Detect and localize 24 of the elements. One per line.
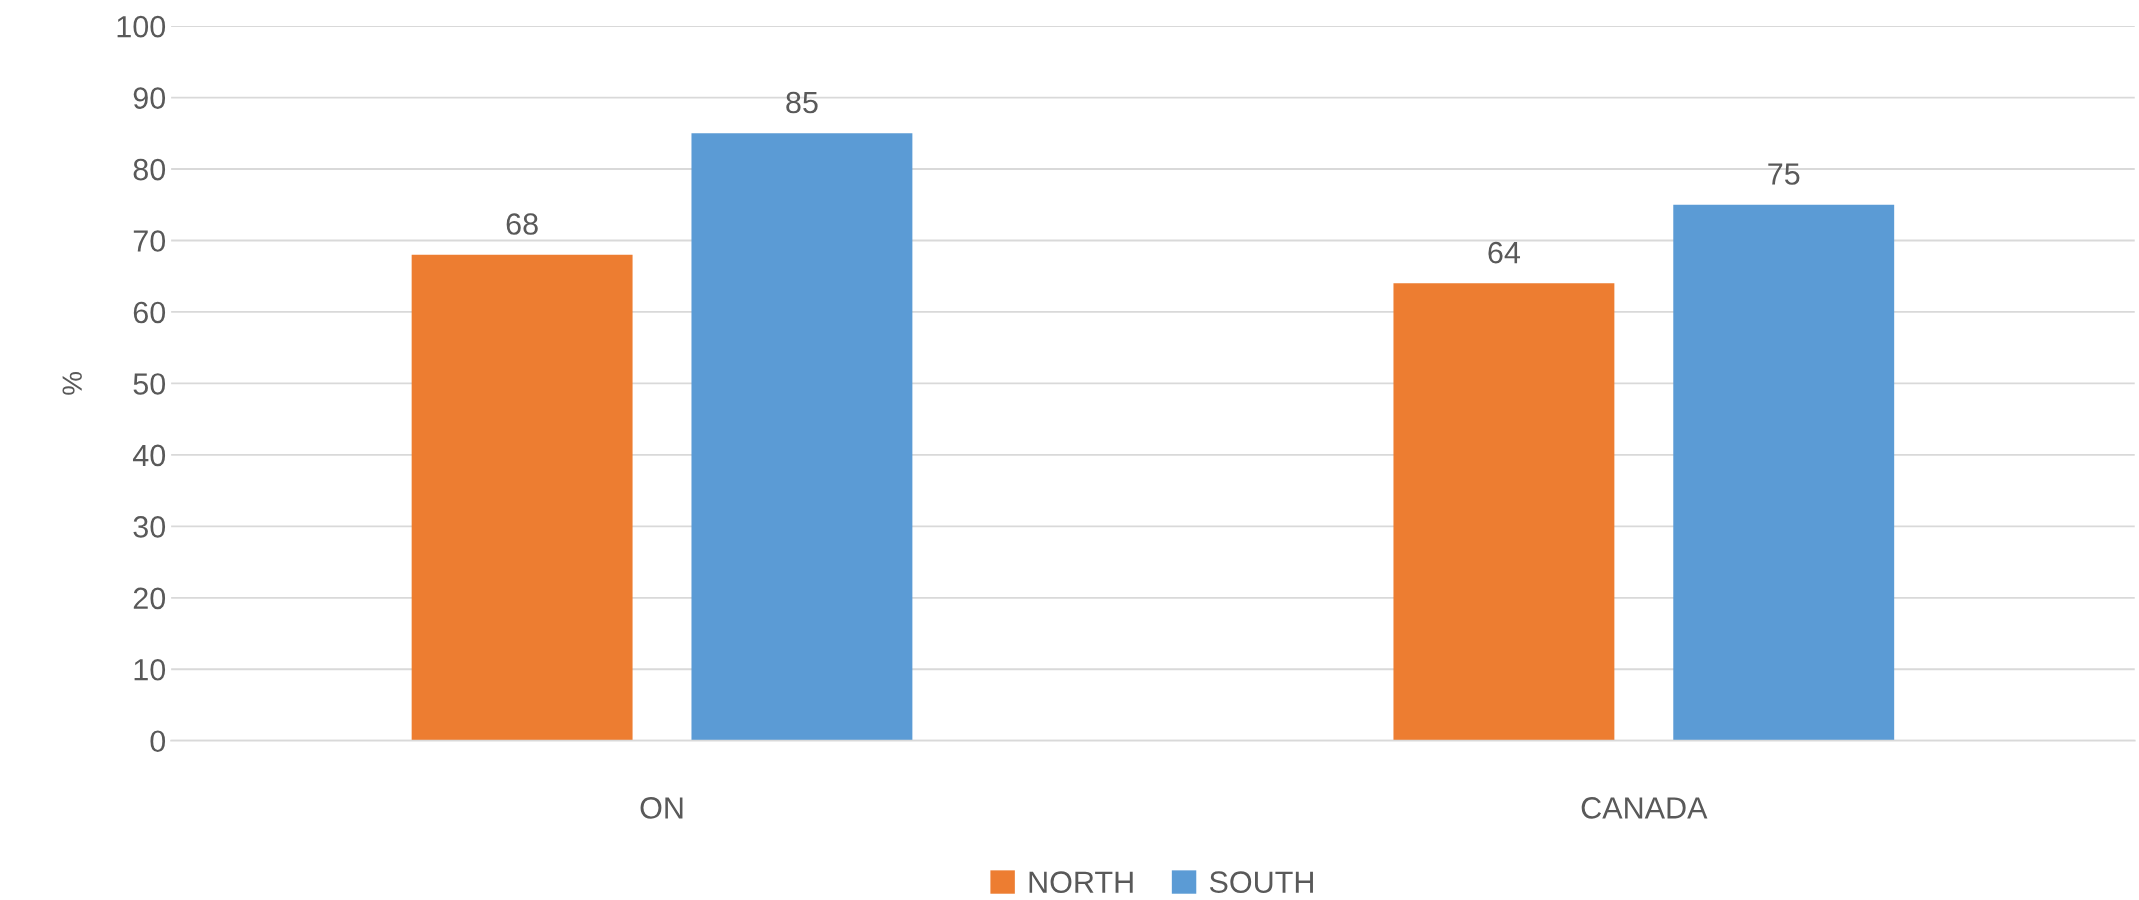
data-label: 85 xyxy=(786,91,818,114)
y-axis-title: % xyxy=(62,372,82,395)
y-tick-label: 90 xyxy=(133,87,166,109)
y-tick-label: 30 xyxy=(133,516,166,538)
y-tick-label: 10 xyxy=(134,658,166,681)
y-tick-label: 100 xyxy=(117,15,166,38)
legend-label: NORTH xyxy=(1029,871,1133,893)
y-tick-label: 0 xyxy=(150,730,166,753)
data-label: 75 xyxy=(1768,163,1800,185)
bar xyxy=(691,133,913,741)
data-label: 68 xyxy=(506,213,538,235)
legend-label: SOUTH xyxy=(1209,871,1313,893)
y-tick-label: 80 xyxy=(133,158,166,181)
bar xyxy=(411,254,633,741)
bar xyxy=(1673,204,1895,741)
y-tick-label: 70 xyxy=(133,230,166,252)
bar xyxy=(1393,283,1615,741)
y-tick-label: 60 xyxy=(133,301,166,324)
y-tick-label: 20 xyxy=(133,587,166,610)
x-tick-label: CANADA xyxy=(1581,797,1708,819)
x-tick-label: ON xyxy=(640,797,683,819)
y-tick-label: 50 xyxy=(133,373,166,395)
y-tick-label: 40 xyxy=(132,444,166,467)
data-label: 64 xyxy=(1488,241,1521,264)
